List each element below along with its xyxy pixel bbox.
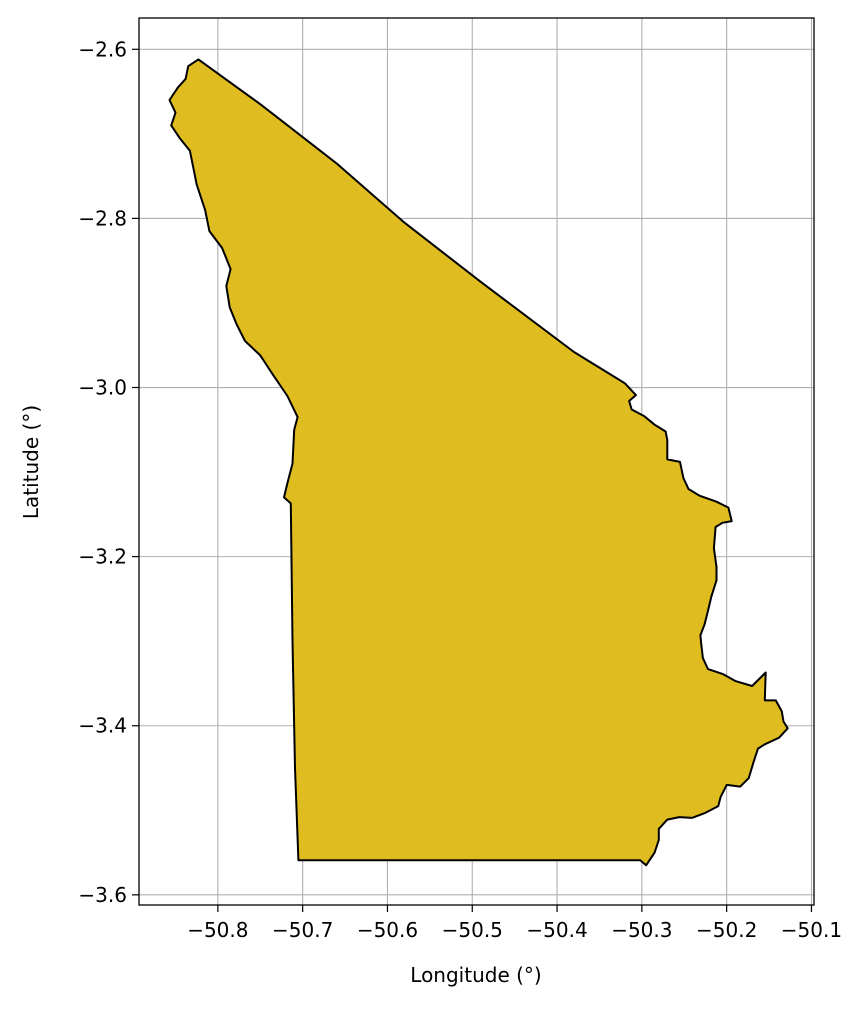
y-tick-label: −3.4 bbox=[78, 714, 127, 738]
x-tick-label: −50.6 bbox=[357, 918, 418, 942]
y-tick-label: −3.6 bbox=[78, 883, 127, 907]
y-tick-label: −3.0 bbox=[78, 376, 127, 400]
x-axis-label: Longitude (°) bbox=[410, 963, 541, 987]
y-tick-label: −2.8 bbox=[78, 206, 127, 230]
x-tick-label: −50.4 bbox=[526, 918, 587, 942]
x-tick-label: −50.8 bbox=[187, 918, 248, 942]
axes-frame bbox=[138, 17, 815, 906]
x-tick-label: −50.1 bbox=[781, 918, 842, 942]
x-tick-label: −50.3 bbox=[611, 918, 672, 942]
x-tick-label: −50.7 bbox=[272, 918, 333, 942]
y-tick-label: −3.2 bbox=[78, 545, 127, 569]
y-axis-label: Latitude (°) bbox=[19, 405, 43, 519]
x-tick-label: −50.2 bbox=[696, 918, 757, 942]
x-axis-ticks: −50.8 −50.7 −50.6 −50.5 −50.4 −50.3 −50.2 −50.1 bbox=[187, 905, 842, 942]
x-tick-label: −50.5 bbox=[442, 918, 503, 942]
y-axis-ticks: −2.6 −2.8 −3.0 −3.2 −3.4 −3.6 bbox=[78, 37, 139, 907]
y-tick-label: −2.6 bbox=[78, 37, 127, 61]
region-polygon bbox=[168, 58, 789, 867]
